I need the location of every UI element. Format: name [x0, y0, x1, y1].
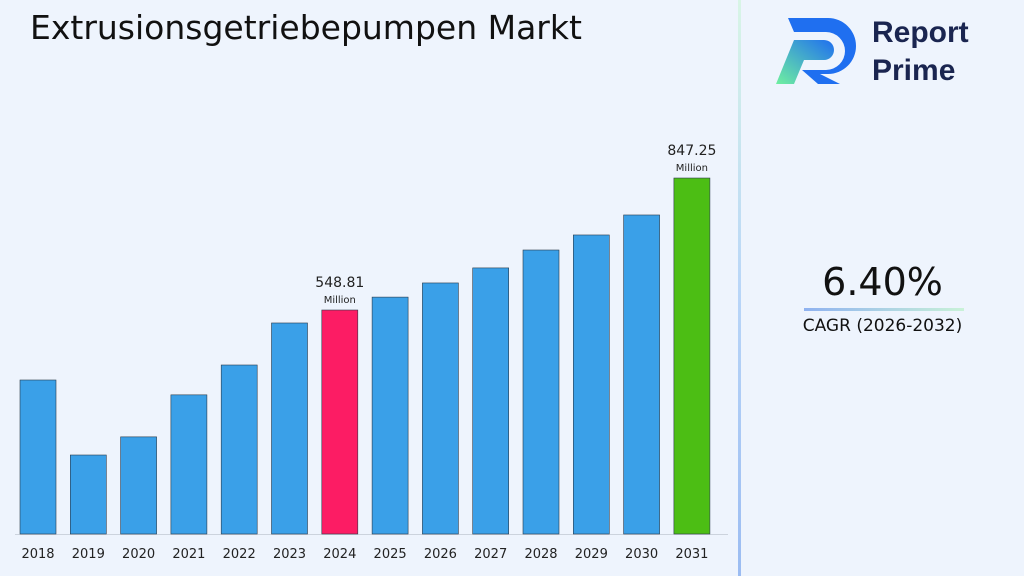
- bar-2026: [422, 282, 459, 535]
- x-tick-label: 2019: [72, 547, 105, 562]
- x-tick-label: 2026: [424, 547, 457, 562]
- logo-line-1: Report: [872, 16, 969, 49]
- bar-2031: [673, 177, 711, 535]
- bar-2029: [572, 234, 610, 535]
- x-tick-label: 2025: [374, 547, 407, 562]
- x-tick-label: 2030: [625, 547, 658, 562]
- x-tick-label: 2028: [524, 547, 557, 562]
- logo-line-2: Prime: [872, 54, 956, 87]
- x-tick-label: 2029: [575, 547, 608, 562]
- logo-text: Report Prime: [872, 14, 969, 90]
- bar-2024: [321, 309, 359, 535]
- bar-2030: [623, 214, 660, 535]
- x-tick-label: 2020: [122, 547, 155, 562]
- bar-2022: [220, 364, 258, 535]
- cagr-value: 6.40%: [822, 260, 943, 304]
- bar-2028: [522, 249, 560, 535]
- bar-2018: [19, 379, 57, 535]
- x-tick-label: 2024: [323, 547, 356, 562]
- x-tick-label: 2023: [273, 547, 306, 562]
- bar-chart: 2018 2019 2020 2021 2022 2023 2024 548.81 Millio…: [15, 143, 728, 562]
- report-prime-logo-icon: [776, 18, 856, 84]
- bar-2021: [170, 394, 208, 535]
- bar-2020: [120, 436, 157, 535]
- chart-title: Extrusionsgetriebepumpen Markt: [30, 8, 582, 47]
- x-tick-label: 2018: [21, 547, 54, 562]
- divider: [738, 0, 741, 576]
- x-tick-label: 2027: [474, 547, 507, 562]
- x-tick-label: 2022: [223, 547, 256, 562]
- bar-2025: [371, 296, 409, 535]
- cagr-underline: [804, 308, 964, 311]
- x-tick-label: 2031: [675, 547, 708, 562]
- bar-2027: [472, 267, 510, 535]
- data-label-value: 847.25: [667, 143, 716, 159]
- bar-2023: [271, 322, 308, 535]
- data-label-unit: Million: [676, 163, 708, 174]
- data-label-unit: Million: [324, 295, 356, 306]
- bar-2019: [70, 454, 107, 535]
- x-tick-label: 2021: [172, 547, 205, 562]
- data-label-value: 548.81: [315, 275, 364, 291]
- cagr-label: CAGR (2026-2032): [802, 316, 963, 336]
